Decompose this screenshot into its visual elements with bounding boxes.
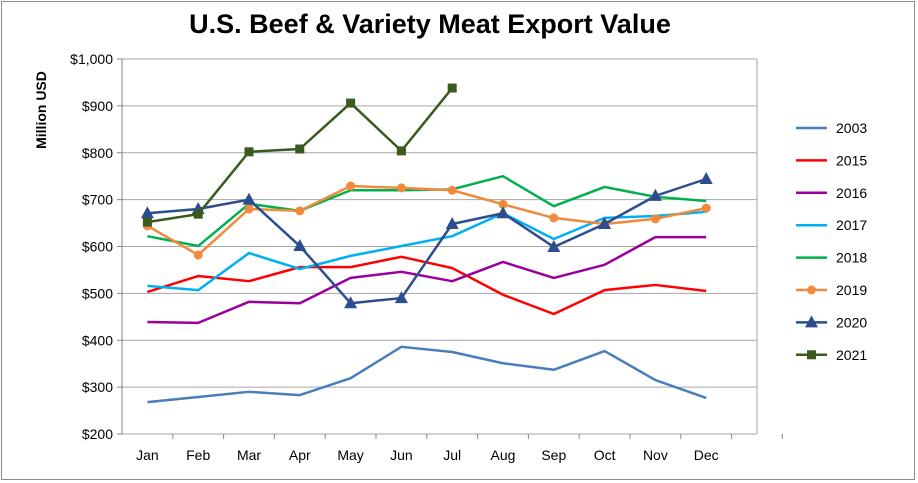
legend-item: 2003: [796, 120, 867, 136]
data-point: [346, 181, 356, 191]
data-point: [445, 217, 459, 229]
data-point: [242, 192, 256, 205]
legend-label: 2003: [836, 120, 867, 136]
data-point: [648, 188, 662, 201]
data-point: [807, 285, 816, 295]
chart-title: U.S. Beef & Variety Meat Export Value: [189, 9, 671, 39]
series-2003: [147, 345, 707, 404]
series-line: [147, 345, 707, 404]
y-tick-label: $700: [82, 192, 113, 208]
legend-label: 2020: [836, 314, 867, 330]
data-point: [447, 185, 457, 195]
x-tick-label: Sep: [541, 447, 566, 463]
data-point: [293, 239, 307, 252]
legend-item: 2020: [796, 314, 867, 330]
data-point: [699, 172, 713, 184]
legend-label: 2019: [836, 282, 867, 298]
legend-item: 2016: [796, 185, 867, 201]
x-tick-label: Jun: [390, 447, 413, 463]
legend-label: 2015: [836, 152, 867, 168]
data-point: [807, 350, 816, 360]
data-point: [650, 214, 660, 224]
y-tick-label: $900: [82, 98, 113, 114]
data-point: [346, 98, 356, 108]
data-point: [244, 204, 254, 214]
x-tick-label: Oct: [594, 447, 616, 463]
data-point: [598, 217, 612, 229]
x-tick-label: May: [337, 447, 363, 463]
series-line: [147, 87, 454, 224]
series-line: [147, 210, 707, 292]
series-2016: [147, 235, 707, 325]
legend-label: 2018: [836, 250, 867, 266]
series-line: [147, 174, 707, 248]
legend-item: 2019: [796, 282, 867, 298]
series-2021: [142, 83, 457, 227]
y-tick-label: $800: [82, 145, 113, 161]
x-tick-label: Aug: [491, 447, 516, 463]
y-tick-label: $200: [82, 426, 113, 442]
y-tick-label: $1,000: [70, 51, 113, 67]
data-point: [701, 203, 711, 213]
x-tick-label: Mar: [237, 447, 261, 463]
series-2018: [147, 174, 707, 248]
legend-item: 2021: [796, 347, 867, 363]
data-point: [805, 315, 818, 328]
data-point: [193, 209, 203, 219]
data-point: [295, 206, 305, 216]
data-point: [140, 206, 154, 219]
data-point: [344, 296, 358, 309]
data-point: [496, 206, 510, 219]
y-tick-label: $300: [82, 379, 113, 395]
data-point: [142, 217, 152, 227]
data-point: [547, 239, 561, 252]
data-point: [394, 291, 408, 304]
data-point: [498, 199, 508, 209]
data-point: [396, 146, 406, 156]
series-line: [147, 177, 707, 305]
y-tick-label: $600: [82, 239, 113, 255]
x-tick-label: Apr: [289, 447, 311, 463]
legend-item: 2015: [796, 152, 867, 168]
legend-item: 2017: [796, 217, 867, 233]
series-line: [146, 184, 707, 257]
y-axis-label: Million USD: [33, 71, 49, 149]
data-point: [549, 213, 559, 223]
series-2017: [147, 210, 707, 292]
legend-label: 2017: [836, 217, 867, 233]
data-point: [193, 250, 203, 260]
legend-label: 2021: [836, 347, 867, 363]
x-tick-label: Jan: [136, 447, 159, 463]
series-line: [147, 235, 707, 325]
data-point: [295, 144, 305, 154]
x-tick-label: Dec: [694, 447, 719, 463]
y-tick-label: $400: [82, 332, 113, 348]
legend-label: 2016: [836, 185, 867, 201]
data-point: [244, 147, 254, 157]
x-tick-label: Nov: [643, 447, 668, 463]
legend-item: 2018: [796, 250, 867, 266]
x-tick-label: Feb: [186, 447, 210, 463]
y-tick-label: $500: [82, 285, 113, 301]
x-tick-label: Jul: [443, 447, 461, 463]
data-point: [447, 83, 457, 93]
data-point: [396, 183, 406, 193]
